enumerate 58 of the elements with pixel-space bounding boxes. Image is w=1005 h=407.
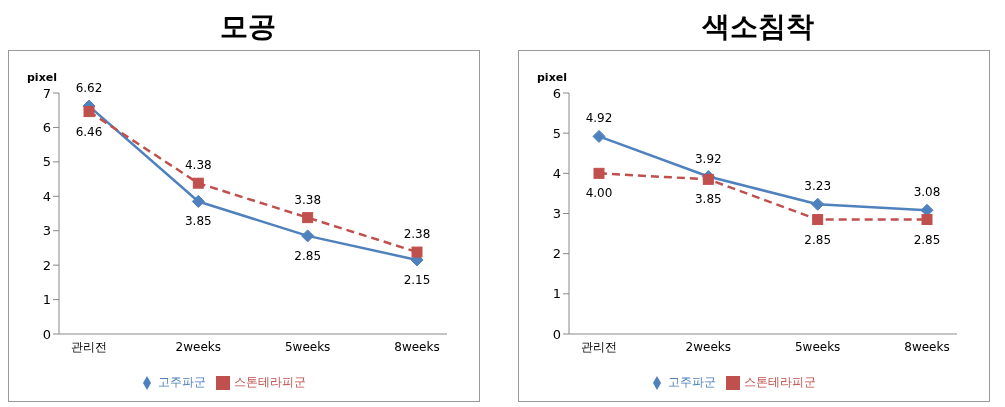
x-tick-label: 관리전 bbox=[581, 339, 617, 354]
data-label: 6.62 bbox=[75, 81, 103, 96]
data-label: 3.92 bbox=[694, 151, 722, 166]
y-tick-label: 5 bbox=[42, 154, 51, 170]
x-tick-label: 2weeks bbox=[685, 339, 732, 354]
chart-title: 색소침착 bbox=[701, 10, 815, 44]
y-tick-label: 7 bbox=[42, 85, 51, 101]
point bbox=[921, 214, 933, 226]
data-label: 3.85 bbox=[184, 214, 212, 229]
point bbox=[411, 246, 423, 258]
y-tick-label: 4 bbox=[42, 188, 51, 204]
y-tick-label: 4 bbox=[552, 165, 561, 181]
data-label: 3.23 bbox=[804, 179, 832, 194]
data-label: 6.46 bbox=[75, 124, 103, 139]
x-tick-label: 5weeks bbox=[284, 339, 331, 354]
point bbox=[192, 177, 204, 189]
chart-title: 모공 bbox=[219, 10, 277, 44]
data-label: 2.15 bbox=[403, 272, 431, 287]
x-tick-label: 8weeks bbox=[904, 339, 950, 354]
data-label: 2.85 bbox=[913, 232, 941, 247]
y-axis-title: pixel bbox=[537, 71, 567, 84]
y-tick-label: 0 bbox=[552, 326, 561, 342]
y-tick-label: 2 bbox=[42, 257, 51, 273]
y-tick-label: 2 bbox=[552, 246, 561, 262]
data-label: 3.38 bbox=[294, 192, 322, 207]
y-tick-label: 5 bbox=[552, 125, 561, 141]
data-label: 3.85 bbox=[694, 192, 722, 207]
y-tick-label: 6 bbox=[552, 85, 561, 101]
legend-label: 스톤테라피군 bbox=[744, 375, 816, 389]
y-tick-label: 0 bbox=[42, 326, 51, 342]
data-label: 2.38 bbox=[403, 227, 431, 242]
point bbox=[812, 214, 824, 226]
point bbox=[811, 197, 825, 211]
y-tick-label: 1 bbox=[42, 292, 51, 308]
data-label: 4.92 bbox=[585, 111, 613, 126]
point bbox=[191, 194, 205, 208]
x-tick-label: 8weeks bbox=[394, 339, 440, 354]
data-label: 4.00 bbox=[585, 186, 613, 201]
y-tick-label: 6 bbox=[42, 120, 51, 136]
x-tick-label: 5weeks bbox=[794, 339, 841, 354]
point bbox=[301, 229, 315, 243]
legend-label: 고주파군 bbox=[158, 375, 206, 389]
y-tick-label: 3 bbox=[552, 206, 561, 222]
data-label: 3.08 bbox=[913, 185, 941, 200]
x-tick-label: 관리전 bbox=[71, 339, 107, 354]
point bbox=[593, 167, 605, 179]
point bbox=[83, 106, 95, 118]
point bbox=[592, 129, 606, 143]
data-label: 4.38 bbox=[184, 158, 212, 173]
data-label: 2.85 bbox=[294, 248, 322, 263]
y-tick-label: 3 bbox=[42, 223, 51, 239]
legend-label: 고주파군 bbox=[668, 375, 716, 389]
point bbox=[302, 212, 314, 224]
y-axis-title: pixel bbox=[27, 71, 57, 84]
data-label: 2.85 bbox=[804, 232, 832, 247]
y-tick-label: 1 bbox=[552, 286, 561, 302]
legend-label: 스톤테라피군 bbox=[234, 375, 306, 389]
x-tick-label: 2weeks bbox=[175, 339, 222, 354]
